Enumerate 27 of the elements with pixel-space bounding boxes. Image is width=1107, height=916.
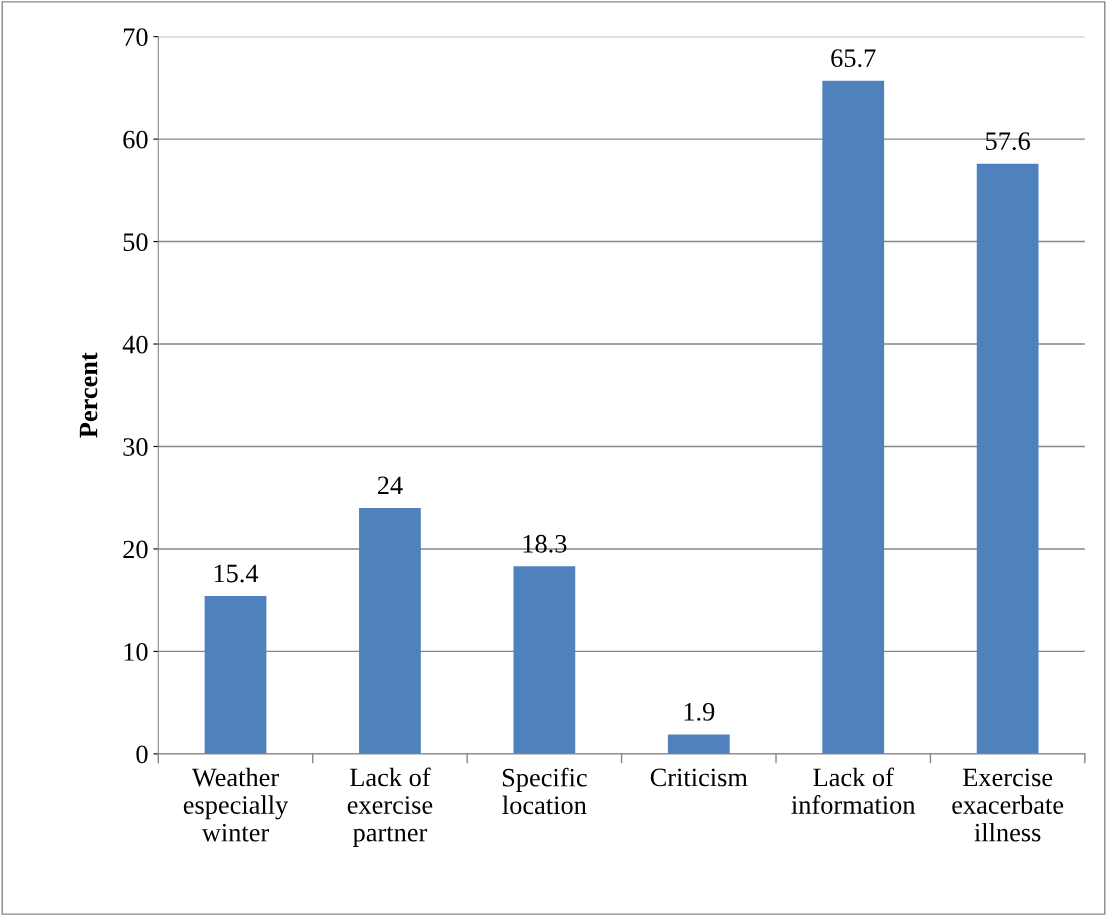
bar xyxy=(976,163,1039,754)
bar xyxy=(822,80,885,754)
bar xyxy=(359,507,421,754)
bar xyxy=(513,566,576,754)
data-label: 65.7 xyxy=(831,49,876,68)
x-tick-label: Weather especially winter xyxy=(183,767,289,842)
y-tick-label: 60 xyxy=(123,130,148,149)
y-axis-title: Percent xyxy=(79,352,98,438)
bar xyxy=(667,734,730,754)
y-tick-label: 70 xyxy=(123,28,148,47)
data-label: 57.6 xyxy=(986,132,1030,151)
x-tick-label: Exercise exacerbate illness xyxy=(952,768,1064,842)
y-tick-label: 50 xyxy=(123,233,148,251)
data-label: 18.3 xyxy=(523,534,567,553)
y-tick-label: 40 xyxy=(122,335,148,354)
y-tick-label: 0 xyxy=(136,745,148,764)
y-tick-label: 30 xyxy=(123,438,148,456)
data-label: 24 xyxy=(377,476,403,495)
x-tick-label: Criticism xyxy=(650,768,748,787)
x-tick-label: Specific location xyxy=(502,767,587,815)
x-tick-label: Lack of information xyxy=(791,767,916,814)
x-tick-label: Lack of exercise partner xyxy=(347,767,433,847)
data-label: 15.4 xyxy=(214,564,259,583)
y-tick-label: 20 xyxy=(123,540,148,559)
data-label: 1.9 xyxy=(684,702,715,721)
bar xyxy=(204,596,267,754)
y-tick-label: 10 xyxy=(124,643,148,661)
